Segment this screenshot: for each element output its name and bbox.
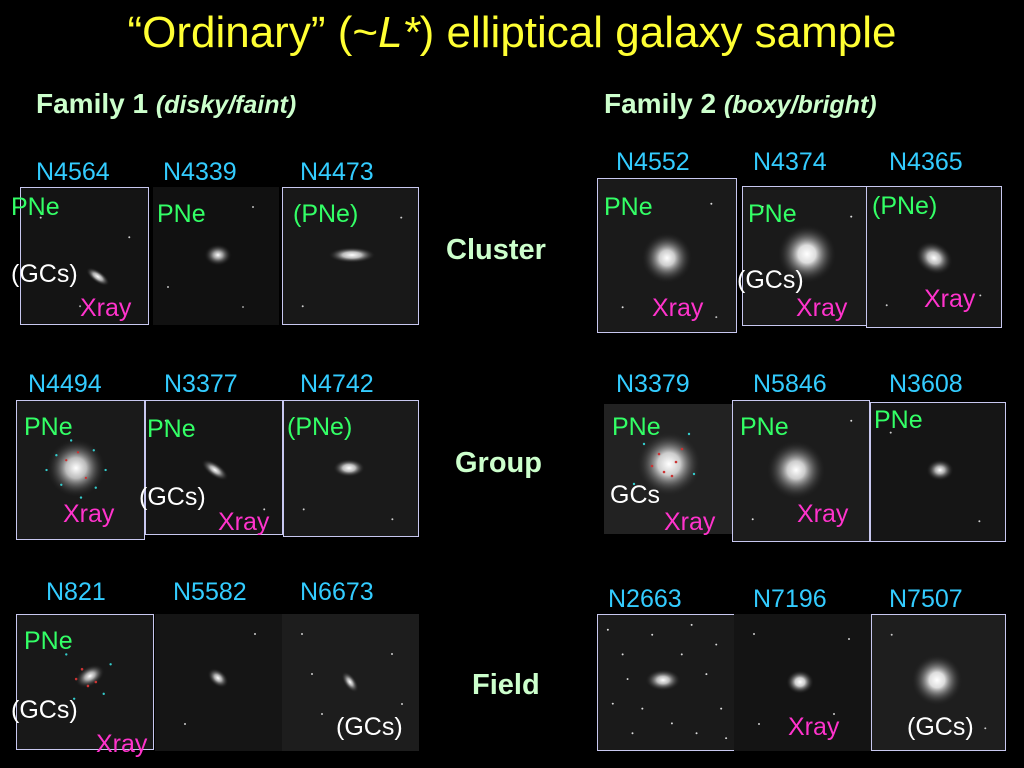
env-cluster-label: Cluster — [446, 234, 546, 266]
galaxy-name-n821: N821 — [46, 578, 106, 606]
galaxy-name-n3379: N3379 — [616, 370, 690, 398]
tag-pne-n4365: (PNe) — [872, 192, 938, 220]
tag-gcs-n4564: (GCs) — [11, 260, 78, 288]
galaxy-name-n4365: N4365 — [889, 148, 963, 176]
tag-xray-n3379: Xray — [664, 508, 716, 536]
tag-pne-n4742: (PNe) — [287, 413, 353, 441]
tag-pne-n4473: (PNe) — [293, 200, 359, 228]
tag-xray-n4494: Xray — [63, 500, 115, 528]
galaxy-image-n6673 — [282, 614, 419, 751]
tag-pne-n5846: PNe — [740, 413, 789, 441]
galaxy-name-n4374: N4374 — [753, 148, 827, 176]
galaxy-image-n4339 — [153, 187, 279, 325]
galaxy-name-n7196: N7196 — [753, 585, 827, 613]
galaxy-image-n2663 — [597, 614, 735, 751]
galaxy-image-n5582 — [155, 614, 282, 751]
tag-xray-n5846: Xray — [797, 500, 849, 528]
tag-pne-n4552: PNe — [604, 193, 653, 221]
galaxy-name-n5846: N5846 — [753, 370, 827, 398]
tag-xray-n3377: Xray — [218, 508, 270, 536]
tag-gcs-n821: (GCs) — [11, 696, 78, 724]
galaxy-image-n7507 — [871, 614, 1006, 751]
tag-xray-n4365: Xray — [924, 285, 976, 313]
galaxy-image-n821 — [16, 614, 154, 750]
galaxy-name-n4339: N4339 — [163, 158, 237, 186]
tag-pne-n3379: PNe — [612, 413, 661, 441]
galaxy-image-n4365 — [866, 186, 1002, 328]
galaxy-name-n3608: N3608 — [889, 370, 963, 398]
tag-pne-n4494: PNe — [24, 413, 73, 441]
tag-pne-n821: PNe — [24, 627, 73, 655]
galaxy-name-n3377: N3377 — [164, 370, 238, 398]
tag-pne-n4374: PNe — [748, 200, 797, 228]
tag-pne-n4339: PNe — [157, 200, 206, 228]
galaxy-name-n4473: N4473 — [300, 158, 374, 186]
slide-title: “Ordinary” (~L*) elliptical galaxy sampl… — [127, 8, 897, 57]
galaxy-image-n4374 — [742, 186, 867, 326]
galaxy-image-n3377 — [145, 400, 283, 535]
galaxy-image-n5846 — [732, 400, 870, 542]
tag-gcs-n6673: (GCs) — [336, 713, 403, 741]
tag-pne-n4564: PNe — [11, 193, 60, 221]
galaxy-name-n4742: N4742 — [300, 370, 374, 398]
env-group-label: Group — [455, 447, 542, 479]
galaxy-image-n4473 — [282, 187, 419, 325]
galaxy-name-n7507: N7507 — [889, 585, 963, 613]
tag-gcs-n7507: (GCs) — [907, 713, 974, 741]
tag-pne-n3608: PNe — [874, 406, 923, 434]
tag-pne-n3377: PNe — [147, 415, 196, 443]
galaxy-name-n5582: N5582 — [173, 578, 247, 606]
tag-xray-n4552: Xray — [652, 294, 704, 322]
galaxy-name-n4494: N4494 — [28, 370, 102, 398]
galaxy-image-n4494 — [16, 400, 145, 540]
galaxy-image-n4564 — [20, 187, 149, 325]
tag-gcs-n3379: GCs — [610, 481, 660, 509]
galaxy-name-n4552: N4552 — [616, 148, 690, 176]
tag-gcs-n4374: (GCs) — [737, 266, 804, 294]
tag-xray-n7196: Xray — [788, 713, 840, 741]
galaxy-name-n2663: N2663 — [608, 585, 682, 613]
tag-xray-n4564: Xray — [80, 294, 132, 322]
galaxy-name-n6673: N6673 — [300, 578, 374, 606]
galaxy-image-n3608 — [870, 402, 1006, 542]
tag-xray-n4374: Xray — [796, 294, 848, 322]
tag-xray-n821: Xray — [96, 730, 148, 758]
family-1-heading: Family 1 (disky/faint) — [36, 88, 297, 119]
galaxy-image-n4742 — [283, 400, 419, 537]
tag-gcs-n3377: (GCs) — [139, 483, 206, 511]
env-field-label: Field — [472, 669, 540, 701]
galaxy-image-n4552 — [597, 178, 737, 333]
family-2-heading: Family 2 (boxy/bright) — [604, 88, 877, 119]
galaxy-image-n3379 — [604, 404, 732, 534]
galaxy-name-n4564: N4564 — [36, 158, 110, 186]
galaxy-image-n7196 — [734, 614, 871, 751]
